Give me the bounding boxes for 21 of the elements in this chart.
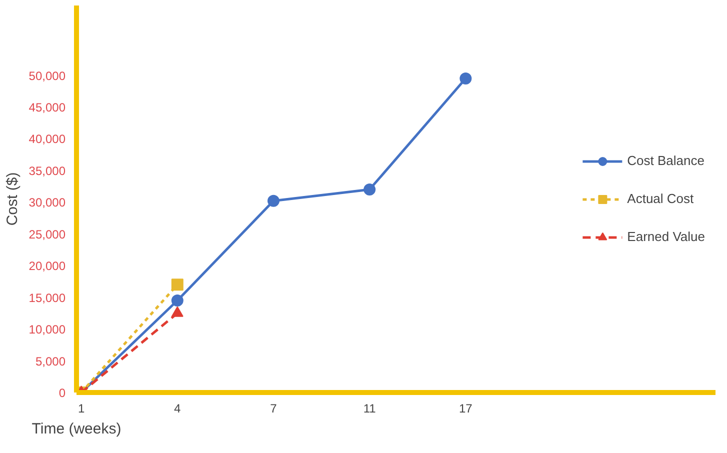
x-axis-title: Time (weeks) xyxy=(32,420,122,438)
x-tick-label: 1 xyxy=(78,402,85,416)
y-tick-label: 25,000 xyxy=(28,227,66,242)
x-tick-label: 7 xyxy=(270,402,278,416)
y-tick-label: 20,000 xyxy=(28,259,66,274)
x-tick-label: 4 xyxy=(174,402,182,416)
y-tick-label: 35,000 xyxy=(28,164,66,178)
x-tick-label: 17 xyxy=(458,402,473,416)
y-tick-label: 10,000 xyxy=(28,322,66,337)
y-tick-label: 50,000 xyxy=(28,68,66,83)
legend-label: Cost Balance xyxy=(627,153,704,168)
y-tick-label: 30,000 xyxy=(28,196,66,210)
y-tick-label: 0 xyxy=(58,386,66,400)
legend-label: Actual Cost xyxy=(627,191,694,206)
y-tick-label: 5,000 xyxy=(35,354,66,368)
y-tick-label: 45,000 xyxy=(28,100,66,115)
y-tick-label: 40,000 xyxy=(28,132,66,146)
y-axis-title: Cost ($) xyxy=(4,172,21,226)
x-tick-label: 11 xyxy=(363,402,376,416)
y-tick-label: 15,000 xyxy=(28,290,66,305)
legend-label: Earned Value xyxy=(627,229,705,244)
